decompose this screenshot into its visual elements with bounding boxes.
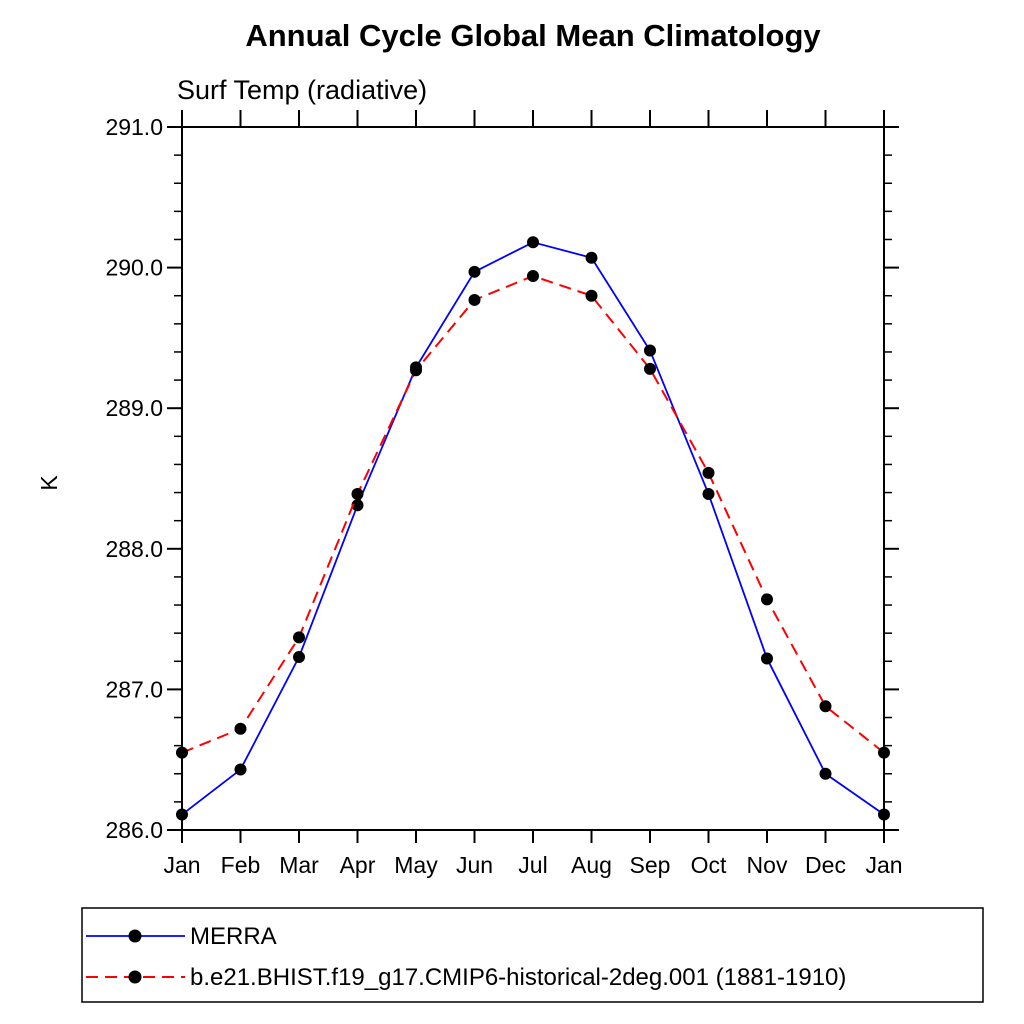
data-point-marker <box>702 466 715 479</box>
data-point-marker <box>468 265 481 278</box>
data-point-marker <box>585 251 598 264</box>
x-tick-label: Oct <box>691 852 727 878</box>
legend-box <box>81 907 984 1003</box>
x-tick-label: Feb <box>221 852 261 878</box>
legend-marker-dot <box>128 970 142 984</box>
legend-label: MERRA <box>190 923 277 950</box>
plot-frame <box>181 126 885 831</box>
data-point-marker <box>293 651 305 664</box>
data-point-marker <box>468 293 481 306</box>
data-point-marker <box>351 499 364 512</box>
y-tick-label: 290.0 <box>105 255 163 281</box>
x-tick-label: Dec <box>805 852 846 878</box>
data-point-marker <box>819 700 832 713</box>
legend-label: b.e21.BHIST.f19_g17.CMIP6-historical-2de… <box>190 964 846 991</box>
data-point-marker <box>527 270 539 283</box>
data-point-marker <box>234 722 247 735</box>
data-point-marker <box>527 236 539 249</box>
data-point-marker <box>293 631 305 644</box>
x-tick-label: May <box>394 852 438 878</box>
x-tick-label: Jan <box>163 852 200 878</box>
data-point-marker <box>351 487 364 500</box>
data-point-marker <box>761 652 773 665</box>
y-axis-ticks <box>167 126 899 831</box>
y-tick-label: 289.0 <box>105 395 163 421</box>
plot-frame-box <box>181 126 885 831</box>
y-axis-title: K <box>36 475 62 491</box>
data-point-marker <box>410 364 422 377</box>
data-point-marker <box>585 289 598 302</box>
data-point-marker <box>761 593 773 606</box>
x-tick-label: Nov <box>747 852 788 878</box>
x-tick-label: Jun <box>456 852 493 878</box>
x-tick-label: Aug <box>571 852 612 878</box>
data-series-layer <box>176 236 890 821</box>
series-line-0 <box>181 241 885 816</box>
y-tick-label: 288.0 <box>105 536 163 562</box>
legend: MERRA b.e21.BHIST.f19_g17.CMIP6-historica… <box>81 907 984 1003</box>
data-point-marker <box>644 344 656 357</box>
data-point-marker <box>878 808 890 821</box>
data-point-marker <box>702 487 715 500</box>
chart-title: Annual Cycle Global Mean Climatology <box>245 18 821 53</box>
data-point-marker <box>234 763 247 776</box>
x-tick-label: Jul <box>518 852 547 878</box>
x-axis-ticks <box>181 110 885 843</box>
x-tick-label: Apr <box>340 852 376 878</box>
x-tick-label: Mar <box>279 852 319 878</box>
y-axis-tick-labels: 286.0 287.0 288.0 289.0 290.0 291.0 <box>105 114 163 843</box>
legend-marker-dot <box>128 929 142 943</box>
data-point-marker <box>878 746 890 759</box>
data-point-marker <box>644 362 656 375</box>
data-point-marker <box>176 808 188 821</box>
chart-subtitle: Surf Temp (radiative) <box>177 75 427 105</box>
y-tick-label: 286.0 <box>105 817 163 843</box>
x-tick-label: Jan <box>865 852 902 878</box>
x-tick-label: Sep <box>630 852 671 878</box>
y-tick-label: 291.0 <box>105 114 163 140</box>
y-tick-label: 287.0 <box>105 676 163 702</box>
x-axis-tick-labels: Jan Feb Mar Apr May Jun Jul Aug Sep Oct Nov Dec Jan <box>163 852 902 878</box>
data-point-marker <box>819 767 832 780</box>
data-point-marker <box>176 746 188 759</box>
